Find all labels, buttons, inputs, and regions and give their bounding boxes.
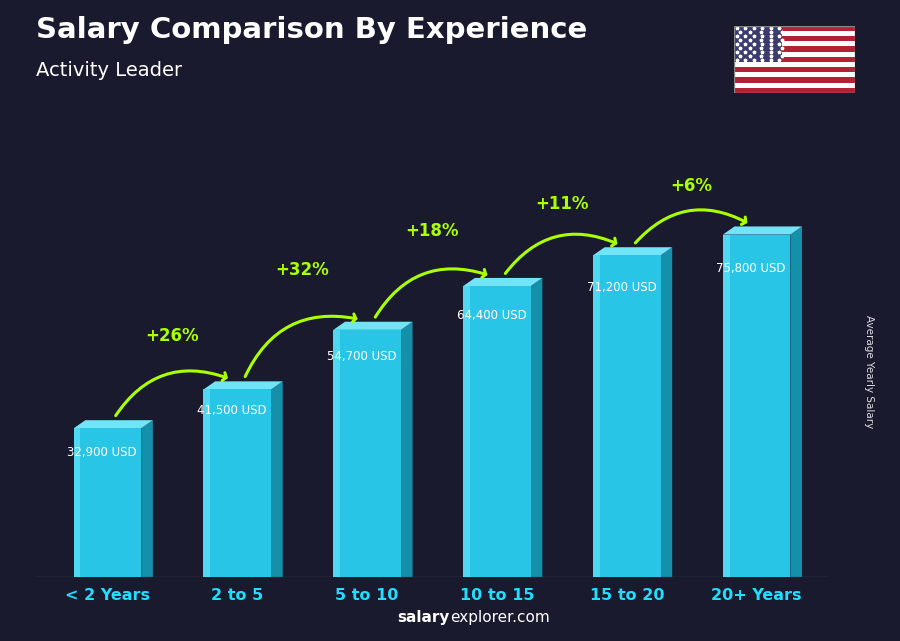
- Bar: [734, 36, 855, 41]
- Polygon shape: [74, 428, 80, 577]
- Text: Salary Comparison By Experience: Salary Comparison By Experience: [36, 16, 587, 44]
- Polygon shape: [333, 322, 412, 330]
- Polygon shape: [593, 255, 599, 577]
- Text: 64,400 USD: 64,400 USD: [456, 310, 526, 322]
- Polygon shape: [74, 420, 153, 428]
- Text: +6%: +6%: [670, 178, 713, 196]
- Polygon shape: [723, 235, 790, 577]
- Bar: [734, 56, 855, 62]
- Text: 75,800 USD: 75,800 USD: [716, 262, 786, 275]
- Polygon shape: [593, 247, 672, 255]
- Bar: [734, 83, 855, 88]
- Polygon shape: [141, 420, 153, 577]
- Bar: [734, 72, 855, 78]
- Bar: [734, 62, 855, 67]
- Text: 71,200 USD: 71,200 USD: [587, 281, 656, 294]
- Bar: [734, 67, 855, 72]
- Bar: [734, 26, 782, 62]
- Polygon shape: [531, 278, 543, 577]
- Polygon shape: [661, 247, 672, 577]
- Polygon shape: [203, 390, 211, 577]
- Text: +18%: +18%: [405, 222, 459, 240]
- Polygon shape: [400, 322, 412, 577]
- Text: +26%: +26%: [146, 327, 199, 345]
- Polygon shape: [74, 428, 141, 577]
- Polygon shape: [203, 381, 283, 390]
- Bar: [734, 31, 855, 36]
- Polygon shape: [723, 235, 730, 577]
- Text: salary: salary: [398, 610, 450, 625]
- Polygon shape: [723, 226, 802, 235]
- Text: +11%: +11%: [536, 195, 589, 213]
- Bar: [734, 41, 855, 46]
- Polygon shape: [464, 286, 470, 577]
- Polygon shape: [333, 330, 340, 577]
- Polygon shape: [464, 278, 543, 286]
- Bar: [734, 88, 855, 93]
- Polygon shape: [464, 286, 531, 577]
- Bar: [734, 46, 855, 51]
- Polygon shape: [333, 330, 400, 577]
- Text: Average Yearly Salary: Average Yearly Salary: [863, 315, 874, 428]
- Polygon shape: [790, 226, 802, 577]
- Text: 41,500 USD: 41,500 USD: [197, 404, 266, 417]
- Text: 54,700 USD: 54,700 USD: [327, 349, 397, 363]
- Polygon shape: [271, 381, 283, 577]
- Polygon shape: [593, 255, 661, 577]
- Bar: [734, 51, 855, 56]
- Bar: [734, 78, 855, 83]
- Text: explorer.com: explorer.com: [450, 610, 550, 625]
- Text: Activity Leader: Activity Leader: [36, 61, 182, 80]
- Text: +32%: +32%: [275, 261, 329, 279]
- Bar: [734, 26, 855, 31]
- Polygon shape: [203, 390, 271, 577]
- Text: 32,900 USD: 32,900 USD: [68, 446, 137, 459]
